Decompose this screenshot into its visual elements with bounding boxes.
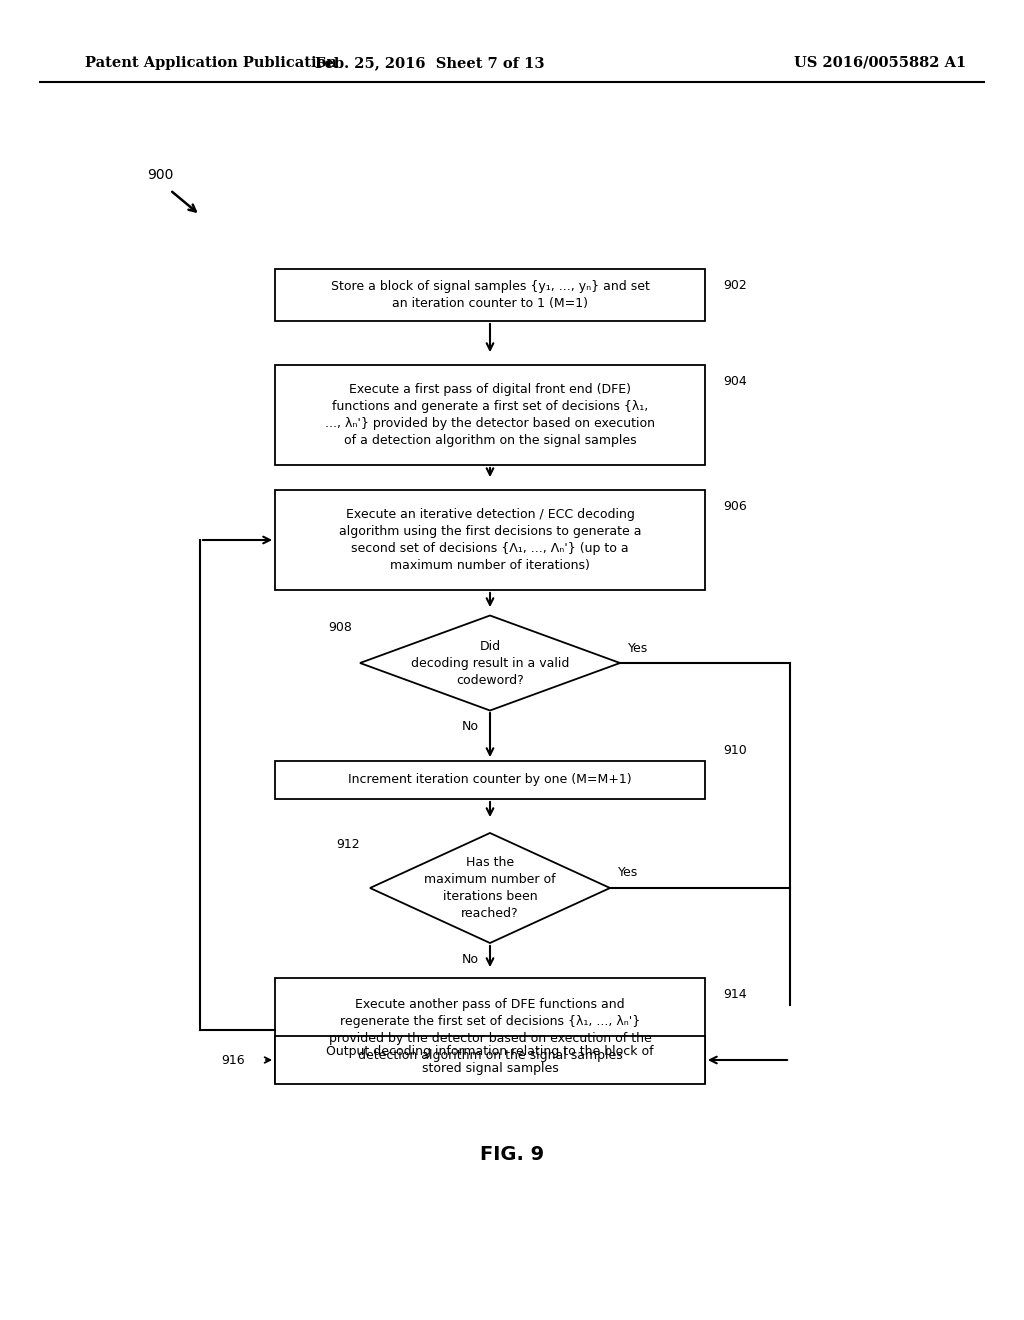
Text: Output decoding information relating to the block of
stored signal samples: Output decoding information relating to … bbox=[327, 1045, 653, 1074]
Text: Patent Application Publication: Patent Application Publication bbox=[85, 55, 337, 70]
Text: 910: 910 bbox=[723, 744, 746, 756]
Text: Yes: Yes bbox=[618, 866, 638, 879]
Text: Has the
maximum number of
iterations been
reached?: Has the maximum number of iterations bee… bbox=[424, 855, 556, 920]
Bar bbox=[275, 490, 705, 590]
Text: 912: 912 bbox=[336, 838, 360, 851]
Text: No: No bbox=[462, 719, 478, 733]
Text: Yes: Yes bbox=[628, 642, 648, 655]
Text: 900: 900 bbox=[147, 168, 173, 182]
Text: Did
decoding result in a valid
codeword?: Did decoding result in a valid codeword? bbox=[411, 639, 569, 686]
Text: 908: 908 bbox=[328, 620, 352, 634]
Text: 906: 906 bbox=[723, 500, 746, 513]
Text: Increment iteration counter by one (M=M+1): Increment iteration counter by one (M=M+… bbox=[348, 774, 632, 787]
Text: Execute another pass of DFE functions and
regenerate the first set of decisions : Execute another pass of DFE functions an… bbox=[329, 998, 651, 1063]
Text: 914: 914 bbox=[723, 987, 746, 1001]
Text: Execute a first pass of digital front end (DFE)
functions and generate a first s: Execute a first pass of digital front en… bbox=[325, 383, 655, 447]
Text: FIG. 9: FIG. 9 bbox=[480, 1146, 544, 1164]
Polygon shape bbox=[370, 833, 610, 942]
Text: Execute an iterative detection / ECC decoding
algorithm using the first decision: Execute an iterative detection / ECC dec… bbox=[339, 508, 641, 572]
Text: 902: 902 bbox=[723, 279, 746, 292]
Bar bbox=[275, 978, 705, 1082]
Text: US 2016/0055882 A1: US 2016/0055882 A1 bbox=[794, 55, 966, 70]
Polygon shape bbox=[360, 615, 620, 710]
Text: 916: 916 bbox=[221, 1053, 245, 1067]
Bar bbox=[275, 366, 705, 465]
Text: Store a block of signal samples {y₁, ..., yₙ} and set
an iteration counter to 1 : Store a block of signal samples {y₁, ...… bbox=[331, 280, 649, 310]
Text: Feb. 25, 2016  Sheet 7 of 13: Feb. 25, 2016 Sheet 7 of 13 bbox=[315, 55, 545, 70]
Bar bbox=[275, 269, 705, 321]
Bar bbox=[275, 762, 705, 799]
Text: No: No bbox=[462, 953, 478, 966]
Bar bbox=[275, 1036, 705, 1084]
Text: 904: 904 bbox=[723, 375, 746, 388]
